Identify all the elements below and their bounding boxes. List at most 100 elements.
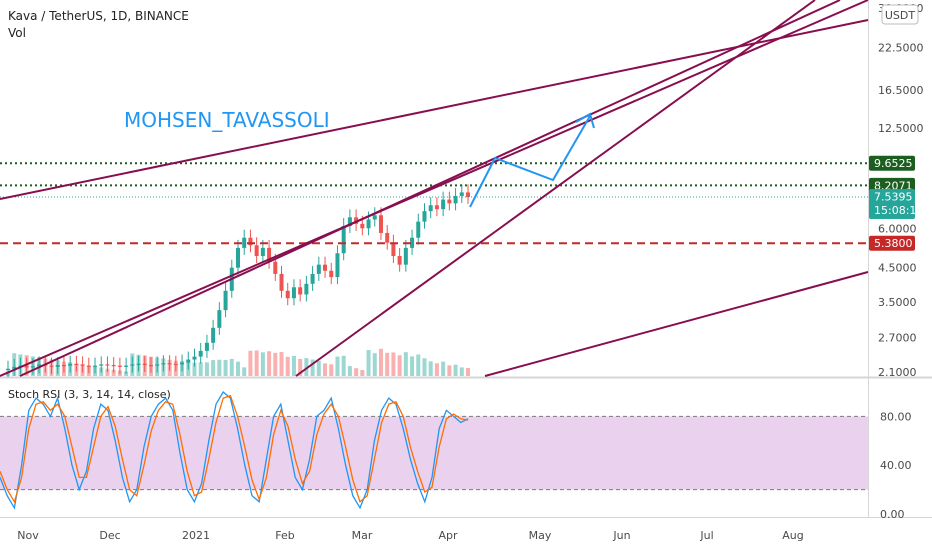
candle-body xyxy=(316,264,321,274)
candle-body xyxy=(304,283,309,295)
trendline xyxy=(19,0,841,377)
candle-body xyxy=(391,242,396,257)
volume-bar xyxy=(248,350,253,376)
volume-label: Vol xyxy=(8,26,26,40)
trendlines xyxy=(0,0,869,377)
candle-body xyxy=(49,365,54,367)
candle-body xyxy=(279,273,284,291)
candle-body xyxy=(80,364,85,366)
volume-bar xyxy=(366,350,371,376)
price-tick-label: 16.5000 xyxy=(878,84,924,97)
candle-body xyxy=(30,366,35,368)
projection-arrowhead xyxy=(575,112,595,129)
candle-body xyxy=(453,195,458,204)
candle-body xyxy=(267,247,272,262)
volume-bar xyxy=(323,363,328,376)
candle-body xyxy=(285,290,290,299)
candle-body xyxy=(37,364,42,367)
volume-bar xyxy=(111,369,116,376)
currency-label: USDT xyxy=(885,9,916,22)
candle-body xyxy=(329,270,334,278)
candle-body xyxy=(180,362,185,365)
currency-button[interactable]: USDT xyxy=(881,4,919,25)
rsi-tick-label: 40.00 xyxy=(880,459,912,472)
candle-body xyxy=(148,365,153,367)
volume-bar xyxy=(434,363,439,376)
volume-bar xyxy=(378,348,383,376)
candle-body xyxy=(410,237,415,248)
time-tick-label: Aug xyxy=(782,529,803,542)
volume-bar xyxy=(422,358,427,376)
volume-bar xyxy=(298,358,303,376)
rsi-tick-label: 80.00 xyxy=(880,410,912,423)
volume-bar xyxy=(316,360,321,376)
candle-body xyxy=(173,363,178,365)
volume-bar xyxy=(397,355,402,376)
volume-bar xyxy=(466,367,470,376)
price-tag-label: 7.5395 xyxy=(874,191,913,204)
candle-body xyxy=(155,364,160,366)
candle-body xyxy=(372,215,377,220)
candle-body xyxy=(61,365,66,367)
volume-bar xyxy=(329,364,334,376)
rsi-axis: 80.00 40.00 0.00 xyxy=(880,410,912,521)
candle-body xyxy=(260,247,265,257)
volume-bar xyxy=(391,352,396,376)
volume-bar xyxy=(372,353,377,376)
candle-body xyxy=(298,287,303,295)
candle-body xyxy=(236,247,240,268)
volume-bar xyxy=(459,367,464,376)
volume-bar xyxy=(310,359,315,376)
candle-body xyxy=(68,363,73,366)
volume-bar xyxy=(441,361,446,376)
price-tick-label: 3.5000 xyxy=(878,296,917,309)
time-tick-label: May xyxy=(529,529,552,542)
candle-body xyxy=(323,264,328,271)
time-tick-label: Nov xyxy=(17,529,39,542)
volume-bar xyxy=(360,370,365,376)
candle-body xyxy=(347,217,352,227)
candle-body xyxy=(192,356,197,360)
candle-body xyxy=(223,290,228,311)
volume-bar xyxy=(260,352,265,376)
price-tick-label: 22.5000 xyxy=(878,41,924,54)
candle-body xyxy=(198,350,203,357)
candle-body xyxy=(124,365,129,367)
candle-body xyxy=(366,219,371,229)
candle-body xyxy=(211,327,216,343)
candle-body xyxy=(86,365,91,367)
candle-body xyxy=(55,365,60,367)
candle-body xyxy=(310,273,315,284)
candle-body xyxy=(130,364,135,366)
rsi-series-D xyxy=(0,394,469,504)
volume-bar xyxy=(273,352,278,376)
candle-body xyxy=(254,245,259,257)
time-tick-label: Jul xyxy=(699,529,713,542)
candle-body xyxy=(378,215,383,233)
candle-body xyxy=(428,205,433,212)
candle-body xyxy=(111,365,116,367)
candle-body xyxy=(136,363,141,365)
volume-bar xyxy=(267,351,272,376)
volume-bar xyxy=(285,356,290,376)
volume-bar xyxy=(385,352,390,376)
price-tick-label: 2.1000 xyxy=(878,366,917,379)
candle-body xyxy=(6,368,10,371)
volume-bar xyxy=(453,364,458,376)
volume-bar xyxy=(416,354,421,376)
time-tick-label: Apr xyxy=(438,529,458,542)
volume-bar xyxy=(335,356,340,376)
volume-bar xyxy=(198,362,203,376)
volume-bar xyxy=(403,352,408,376)
candle-body xyxy=(186,359,191,363)
candle-body xyxy=(273,261,278,274)
volume-bar xyxy=(192,362,197,376)
rsi-lines xyxy=(0,391,469,510)
projection-path xyxy=(469,112,595,208)
candle-body xyxy=(204,342,209,351)
price-countdown: 15:08:19 xyxy=(874,204,923,217)
candle-body xyxy=(422,211,427,222)
volume-bar xyxy=(279,352,284,376)
time-axis[interactable]: Nov Dec 2021 Feb Mar Apr May Jun Jul Aug xyxy=(17,529,803,542)
